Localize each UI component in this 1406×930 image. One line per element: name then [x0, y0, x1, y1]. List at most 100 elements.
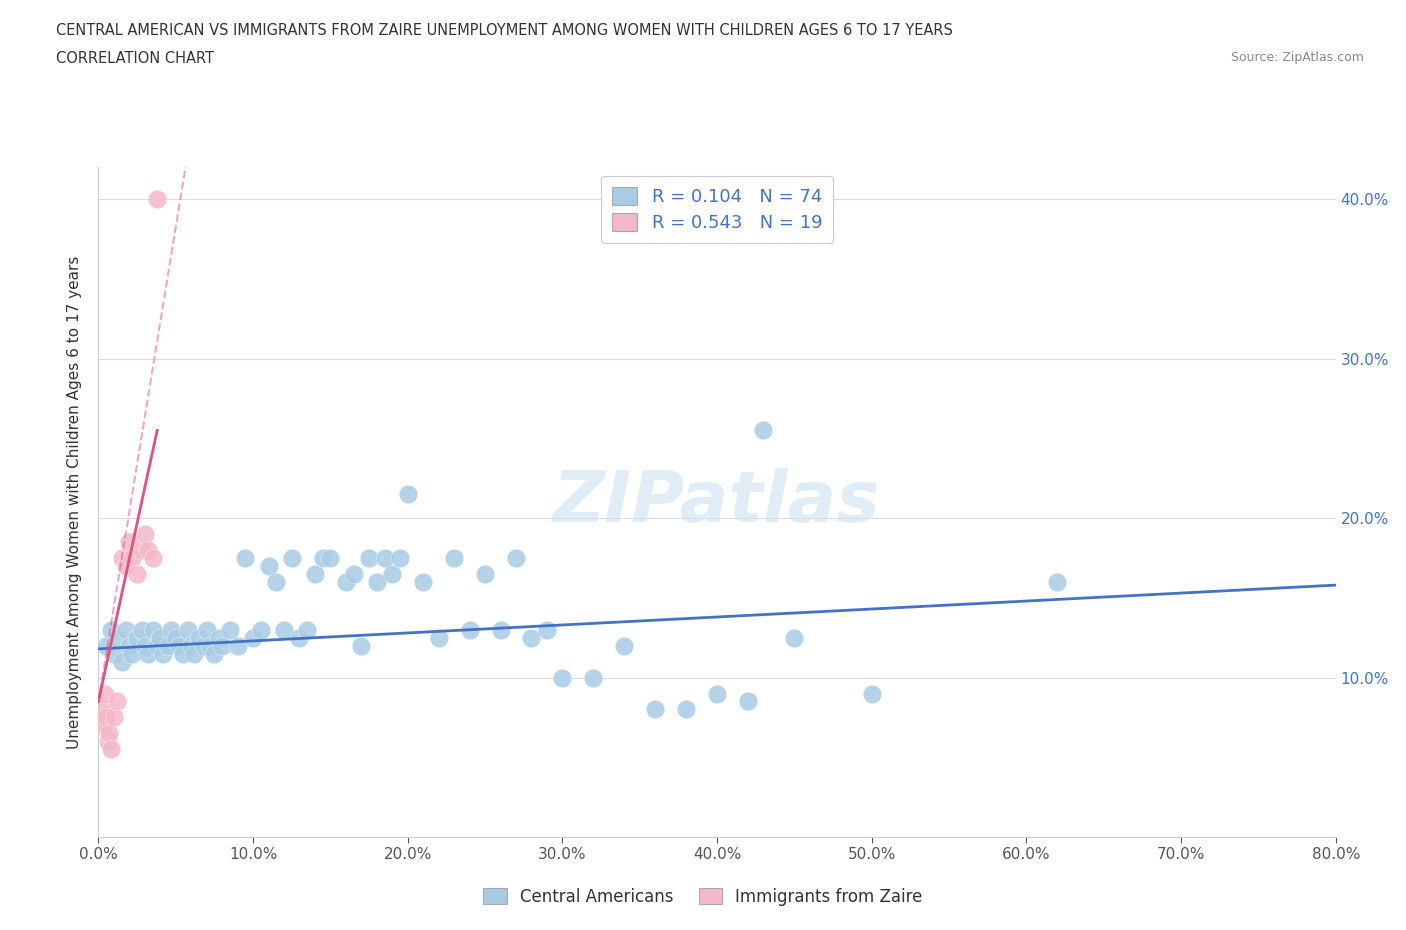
Point — [100, 742, 122, 757]
Point — [458, 622, 481, 637]
Point — [131, 542, 153, 557]
Point — [183, 646, 205, 661]
Point — [100, 622, 122, 637]
Point — [396, 486, 419, 501]
Point — [152, 646, 174, 661]
Point — [343, 566, 366, 581]
Point — [319, 551, 342, 565]
Point — [167, 638, 190, 653]
Point — [706, 686, 728, 701]
Point — [250, 622, 273, 637]
Text: CORRELATION CHART: CORRELATION CHART — [56, 51, 214, 66]
Point — [91, 718, 114, 733]
Point — [304, 566, 326, 581]
Point — [195, 622, 218, 637]
Point — [105, 631, 128, 645]
Point — [281, 551, 304, 565]
Point — [350, 638, 373, 653]
Point — [1046, 575, 1069, 590]
Point — [257, 559, 280, 574]
Point — [208, 631, 231, 645]
Point — [134, 638, 156, 653]
Point — [96, 638, 118, 653]
Point — [111, 654, 134, 669]
Point — [737, 694, 759, 709]
Point — [366, 575, 388, 590]
Point — [115, 559, 138, 574]
Point — [134, 526, 156, 541]
Point — [157, 638, 180, 653]
Point — [266, 575, 288, 590]
Point — [613, 638, 636, 653]
Point — [335, 575, 357, 590]
Point — [127, 631, 149, 645]
Point — [177, 622, 200, 637]
Point — [93, 686, 115, 701]
Point — [288, 631, 311, 645]
Point — [165, 631, 187, 645]
Point — [193, 638, 215, 653]
Point — [121, 551, 143, 565]
Point — [96, 710, 118, 724]
Point — [97, 734, 120, 749]
Point — [273, 622, 295, 637]
Text: CENTRAL AMERICAN VS IMMIGRANTS FROM ZAIRE UNEMPLOYMENT AMONG WOMEN WITH CHILDREN: CENTRAL AMERICAN VS IMMIGRANTS FROM ZAIR… — [56, 23, 953, 38]
Point — [312, 551, 335, 565]
Point — [226, 638, 249, 653]
Point — [98, 726, 121, 741]
Point — [121, 646, 143, 661]
Point — [211, 638, 233, 653]
Point — [357, 551, 380, 565]
Point — [146, 638, 169, 653]
Point — [149, 631, 172, 645]
Point — [219, 622, 242, 637]
Point — [103, 646, 125, 661]
Point — [644, 702, 666, 717]
Text: Source: ZipAtlas.com: Source: ZipAtlas.com — [1230, 51, 1364, 64]
Point — [118, 638, 141, 653]
Point — [489, 622, 512, 637]
Legend: R = 0.104   N = 74, R = 0.543   N = 19: R = 0.104 N = 74, R = 0.543 N = 19 — [600, 177, 834, 243]
Point — [118, 535, 141, 550]
Y-axis label: Unemployment Among Women with Children Ages 6 to 17 years: Unemployment Among Women with Children A… — [67, 256, 83, 749]
Point — [115, 622, 138, 637]
Point — [242, 631, 264, 645]
Point — [381, 566, 404, 581]
Point — [551, 671, 574, 685]
Point — [374, 551, 396, 565]
Point — [103, 710, 125, 724]
Point — [146, 192, 169, 206]
Point — [235, 551, 257, 565]
Point — [752, 423, 775, 438]
Point — [131, 622, 153, 637]
Text: ZIPatlas: ZIPatlas — [554, 468, 880, 537]
Point — [582, 671, 605, 685]
Point — [136, 646, 159, 661]
Point — [105, 694, 128, 709]
Point — [427, 631, 450, 645]
Point — [90, 702, 112, 717]
Point — [783, 631, 806, 645]
Legend: Central Americans, Immigrants from Zaire: Central Americans, Immigrants from Zaire — [477, 881, 929, 912]
Point — [173, 646, 195, 661]
Point — [675, 702, 697, 717]
Point — [860, 686, 883, 701]
Point — [443, 551, 465, 565]
Point — [188, 631, 211, 645]
Point — [412, 575, 434, 590]
Point — [142, 551, 165, 565]
Point — [204, 646, 226, 661]
Point — [142, 622, 165, 637]
Point — [474, 566, 496, 581]
Point — [136, 542, 159, 557]
Point — [127, 566, 149, 581]
Point — [388, 551, 412, 565]
Point — [297, 622, 319, 637]
Point — [160, 622, 183, 637]
Point — [180, 638, 202, 653]
Point — [198, 638, 221, 653]
Point — [520, 631, 543, 645]
Point — [536, 622, 558, 637]
Point — [505, 551, 527, 565]
Point — [111, 551, 134, 565]
